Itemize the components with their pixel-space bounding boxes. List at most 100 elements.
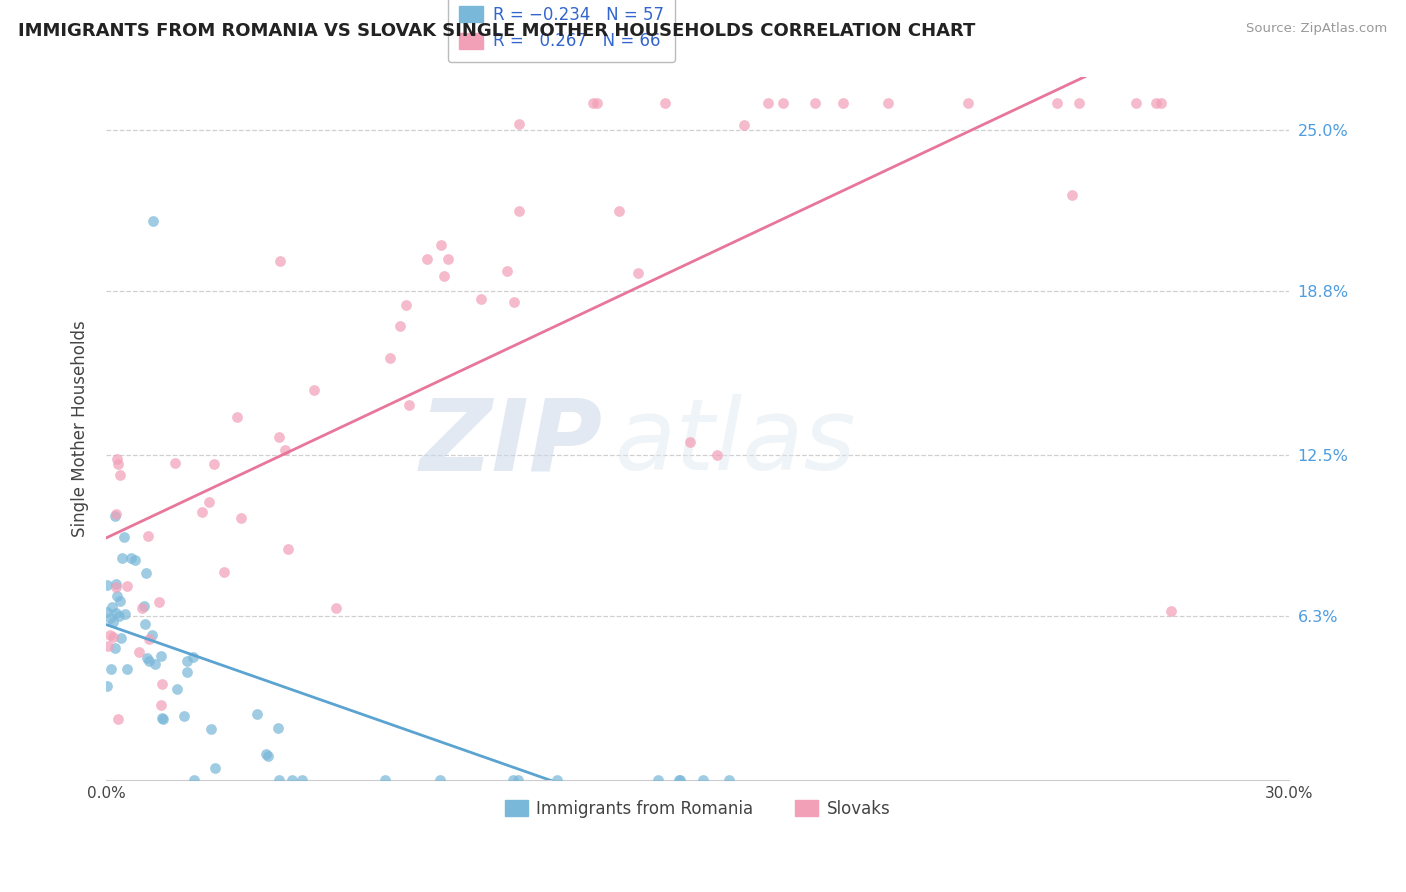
Point	[502, 773, 524, 788]
Point	[470, 292, 492, 306]
Point	[136, 650, 159, 665]
Legend: Immigrants from Romania, Slovaks: Immigrants from Romania, Slovaks	[498, 793, 897, 825]
Point	[183, 650, 205, 665]
Point	[135, 566, 157, 580]
Point	[104, 576, 127, 591]
Point	[269, 430, 291, 444]
Point	[108, 608, 131, 623]
Point	[131, 600, 153, 615]
Point	[107, 457, 129, 471]
Text: Source: ZipAtlas.com: Source: ZipAtlas.com	[1247, 22, 1388, 36]
Point	[607, 204, 630, 219]
Point	[325, 601, 347, 615]
Point	[176, 654, 198, 668]
Point	[114, 607, 136, 621]
Point	[582, 96, 605, 111]
Point	[200, 722, 222, 736]
Point	[173, 708, 195, 723]
Point	[98, 628, 121, 642]
Point	[1067, 96, 1090, 111]
Point	[291, 773, 314, 788]
Point	[668, 773, 690, 788]
Point	[104, 507, 127, 521]
Point	[254, 747, 277, 762]
Point	[198, 495, 221, 509]
Point	[269, 253, 291, 268]
Point	[143, 657, 166, 671]
Point	[138, 529, 160, 543]
Point	[142, 213, 165, 227]
Point	[257, 749, 280, 764]
Point	[138, 654, 160, 668]
Point	[831, 96, 853, 111]
Point	[398, 398, 420, 412]
Point	[103, 615, 125, 629]
Point	[508, 117, 530, 131]
Point	[105, 451, 128, 466]
Point	[105, 580, 128, 594]
Text: atlas: atlas	[614, 394, 856, 491]
Point	[679, 434, 702, 449]
Point	[804, 96, 827, 111]
Point	[105, 589, 128, 603]
Point	[134, 617, 156, 632]
Point	[1062, 187, 1084, 202]
Point	[191, 505, 214, 519]
Point	[374, 773, 396, 788]
Point	[132, 599, 155, 614]
Point	[546, 773, 568, 788]
Point	[115, 579, 138, 593]
Point	[98, 611, 121, 625]
Point	[166, 682, 188, 697]
Point	[433, 269, 456, 284]
Point	[669, 773, 692, 788]
Point	[96, 577, 118, 591]
Point	[758, 96, 780, 111]
Point	[647, 773, 669, 788]
Point	[226, 409, 249, 424]
Point	[772, 96, 794, 111]
Point	[202, 457, 225, 471]
Point	[152, 712, 174, 726]
Point	[877, 96, 900, 111]
Point	[104, 607, 127, 621]
Point	[212, 565, 235, 579]
Point	[430, 238, 453, 252]
Point	[138, 632, 160, 646]
Point	[389, 319, 412, 334]
Point	[115, 662, 138, 676]
Point	[111, 551, 134, 566]
Point	[107, 712, 129, 726]
Point	[506, 773, 529, 788]
Point	[508, 204, 530, 219]
Point	[654, 96, 676, 111]
Point	[429, 773, 451, 788]
Point	[733, 118, 755, 132]
Point	[1125, 96, 1147, 111]
Point	[378, 351, 401, 365]
Text: IMMIGRANTS FROM ROMANIA VS SLOVAK SINGLE MOTHER HOUSEHOLDS CORRELATION CHART: IMMIGRANTS FROM ROMANIA VS SLOVAK SINGLE…	[18, 22, 976, 40]
Text: ZIP: ZIP	[420, 394, 603, 491]
Point	[502, 295, 524, 310]
Point	[692, 773, 714, 788]
Point	[183, 773, 205, 788]
Point	[110, 632, 132, 646]
Point	[148, 595, 170, 609]
Point	[176, 665, 198, 679]
Point	[141, 628, 163, 642]
Point	[395, 297, 418, 311]
Point	[1144, 96, 1167, 111]
Point	[150, 711, 173, 725]
Point	[1160, 604, 1182, 618]
Point	[163, 457, 186, 471]
Point	[267, 721, 290, 735]
Point	[229, 511, 252, 525]
Point	[150, 649, 173, 664]
Point	[103, 509, 125, 524]
Point	[150, 677, 173, 691]
Point	[718, 773, 741, 788]
Point	[104, 640, 127, 655]
Point	[96, 605, 118, 619]
Point	[304, 383, 326, 397]
Point	[416, 252, 439, 267]
